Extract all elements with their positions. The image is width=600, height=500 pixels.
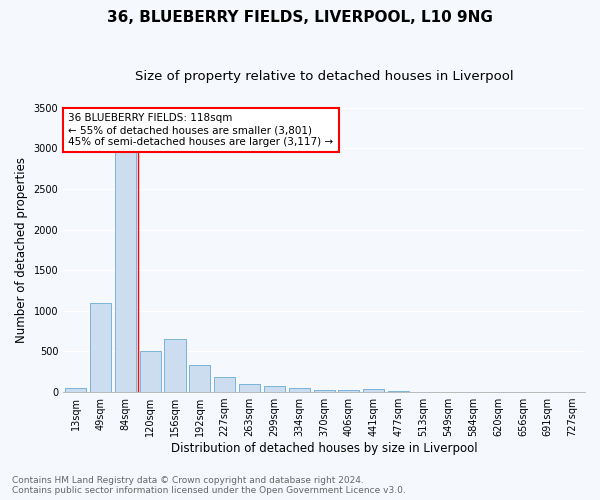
Bar: [140, 350, 161, 392]
Text: Contains HM Land Registry data © Crown copyright and database right 2024.
Contai: Contains HM Land Registry data © Crown c…: [12, 476, 406, 495]
Bar: [264, 386, 285, 392]
Bar: [164, 340, 185, 392]
Bar: [115, 124, 136, 392]
Text: 36, BLUEBERRY FIELDS, LIVERPOOL, L10 9NG: 36, BLUEBERRY FIELDS, LIVERPOOL, L10 9NG: [107, 10, 493, 25]
Bar: [338, 390, 359, 392]
Bar: [314, 390, 335, 392]
Text: 36 BLUEBERRY FIELDS: 118sqm
← 55% of detached houses are smaller (3,801)
45% of : 36 BLUEBERRY FIELDS: 118sqm ← 55% of det…: [68, 114, 334, 146]
Bar: [363, 389, 385, 392]
Bar: [90, 302, 111, 392]
Bar: [239, 384, 260, 392]
Title: Size of property relative to detached houses in Liverpool: Size of property relative to detached ho…: [135, 70, 514, 83]
Bar: [214, 376, 235, 392]
Y-axis label: Number of detached properties: Number of detached properties: [15, 157, 28, 343]
X-axis label: Distribution of detached houses by size in Liverpool: Distribution of detached houses by size …: [171, 442, 478, 455]
Bar: [289, 388, 310, 392]
Bar: [189, 365, 211, 392]
Bar: [65, 388, 86, 392]
